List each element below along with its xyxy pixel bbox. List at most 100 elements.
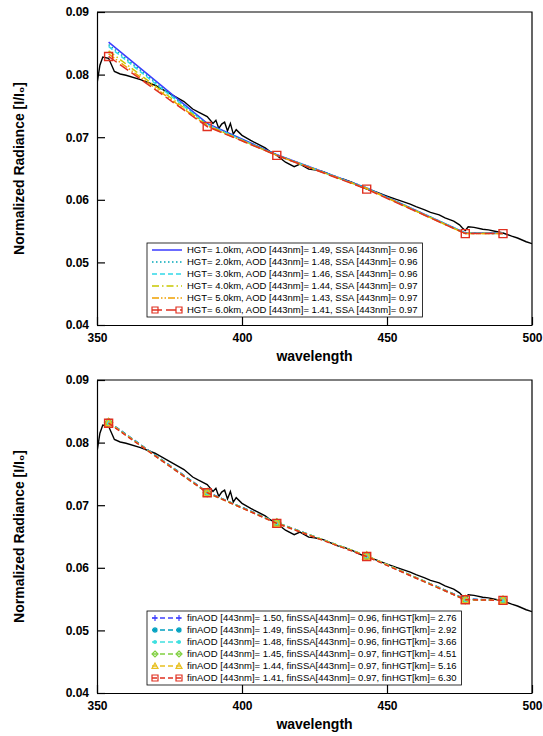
legend-label: finAOD [443nm]= 1.49, finSSA[443nm]= 0.9… — [187, 624, 457, 635]
legend-box — [147, 243, 423, 317]
series-line — [109, 422, 503, 600]
marker — [499, 230, 507, 238]
y-axis: 0.040.050.060.070.080.09 — [66, 5, 105, 332]
legend-marker — [176, 307, 182, 313]
tick-label: 400 — [232, 331, 252, 345]
legend-box — [147, 611, 462, 685]
axis-line — [98, 693, 533, 694]
tick-label: 450 — [377, 699, 397, 713]
y-axis-title: Normalized Radiance [I/I₀] — [11, 450, 27, 623]
tick: 0.06 — [66, 561, 105, 575]
tick-mark — [532, 685, 533, 693]
tick: 450 — [377, 685, 397, 713]
tick-mark — [532, 317, 533, 325]
legend-swatch — [152, 641, 182, 643]
series-line — [109, 42, 503, 233]
y-axis-title: Normalized Radiance [I/I₀] — [11, 82, 27, 255]
legend-label: finAOD [443nm]= 1.44, finSSA[443nm]= 0.9… — [187, 660, 457, 671]
tick-mark — [97, 380, 105, 381]
figure: 3504004505000.040.050.060.070.080.09wave… — [0, 0, 543, 736]
legend-marker — [176, 675, 182, 681]
marker — [105, 419, 113, 427]
tick-label: 350 — [87, 331, 107, 345]
legend-marker — [152, 675, 158, 681]
tick: 450 — [377, 317, 397, 345]
legend-swatch — [152, 309, 182, 311]
axis-line — [98, 325, 533, 326]
legend-label: finAOD [443nm]= 1.50, finSSA[443nm]= 0.9… — [187, 612, 457, 623]
tick-label: 500 — [522, 331, 542, 345]
legend-label: HGT= 4.0km, AOD [443nm]= 1.44, SSA [443n… — [187, 280, 418, 291]
legend-label: finAOD [443nm]= 1.48, finSSA[443nm]= 0.9… — [187, 636, 457, 647]
tick-label: 0.05 — [66, 256, 90, 270]
marker — [461, 230, 469, 238]
series-line — [109, 423, 503, 601]
marker — [363, 553, 371, 561]
tick: 400 — [232, 685, 252, 713]
series-line — [109, 423, 503, 601]
tick-mark — [97, 630, 105, 631]
y-axis: 0.040.050.060.070.080.09 — [66, 373, 105, 700]
tick: 400 — [232, 317, 252, 345]
marker — [461, 596, 469, 604]
tick-label: 0.07 — [66, 499, 90, 513]
tick-label: 0.09 — [66, 373, 90, 387]
panel: 3504004505000.040.050.060.070.080.09wave… — [11, 5, 543, 364]
tick: 500 — [522, 317, 542, 345]
tick-label: 350 — [87, 699, 107, 713]
x-axis: 350 400 450 500 — [87, 317, 542, 345]
x-axis: 350 400 450 500 — [87, 685, 542, 713]
series-line — [109, 423, 503, 600]
plot-area — [97, 418, 532, 612]
legend-marker — [176, 663, 182, 668]
legend-marker — [152, 651, 158, 657]
tick: 0.07 — [66, 131, 105, 145]
legend-swatch — [152, 677, 182, 679]
tick-label: 0.06 — [66, 561, 90, 575]
legend-marker — [154, 641, 157, 644]
marker — [273, 151, 281, 159]
plot-frame — [97, 380, 532, 693]
tick: 0.06 — [66, 193, 105, 207]
plot-frame — [97, 12, 532, 325]
panel: 3504004505000.040.050.060.070.080.09wave… — [11, 373, 543, 732]
legend-label: HGT= 1.0km, AOD [443nm]= 1.49, SSA [443n… — [187, 244, 418, 255]
series-line — [109, 54, 503, 234]
series-line — [109, 46, 503, 233]
marker — [273, 519, 281, 527]
tick-mark — [97, 505, 105, 506]
tick: 0.09 — [66, 5, 105, 19]
legend-swatch — [152, 273, 182, 275]
axis-line — [97, 13, 98, 326]
legend-marker — [176, 615, 182, 621]
series-line — [97, 425, 532, 612]
marker — [105, 52, 113, 60]
legend-label: HGT= 6.0km, AOD [443nm]= 1.41, SSA [443n… — [187, 304, 418, 315]
legend-label: HGT= 5.0km, AOD [443nm]= 1.43, SSA [443n… — [187, 292, 418, 303]
legend-swatch — [152, 653, 182, 655]
tick-label: 0.04 — [66, 318, 90, 332]
tick-mark — [387, 685, 388, 693]
tick-label: 500 — [522, 699, 542, 713]
legend-swatch — [152, 249, 182, 251]
tick-label: 0.08 — [66, 436, 90, 450]
series-line — [109, 423, 503, 601]
series-line — [109, 45, 503, 233]
tick-mark — [97, 12, 105, 13]
tick-label: 400 — [232, 699, 252, 713]
tick-mark — [97, 325, 105, 326]
tick-label: 0.09 — [66, 5, 90, 19]
legend-marker — [152, 307, 158, 313]
legend-marker — [152, 615, 158, 621]
legend: HGT= 1.0km, AOD [443nm]= 1.49, SSA [443n… — [147, 243, 423, 317]
legend-marker — [178, 641, 181, 644]
legend-marker — [152, 627, 158, 633]
tick: 0.09 — [66, 373, 105, 387]
tick-label: 0.06 — [66, 193, 90, 207]
tick-mark — [97, 137, 105, 138]
marker — [203, 123, 211, 131]
tick: 0.05 — [66, 256, 105, 270]
tick-mark — [242, 317, 243, 325]
tick-label: 450 — [377, 331, 397, 345]
tick-mark — [97, 200, 105, 201]
